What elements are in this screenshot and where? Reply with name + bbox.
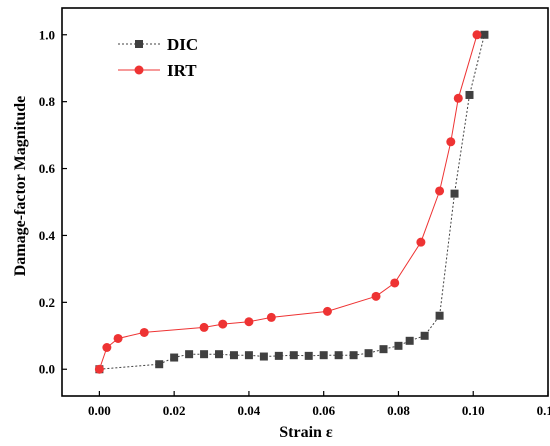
data-point xyxy=(170,353,179,362)
data-point xyxy=(349,351,358,360)
data-point xyxy=(185,350,194,359)
x-tick-label: 0.02 xyxy=(163,403,186,418)
data-point xyxy=(480,30,489,39)
series-dic xyxy=(95,30,489,374)
data-point xyxy=(450,189,459,198)
x-tick-label: 0.00 xyxy=(88,403,111,418)
series-irt xyxy=(94,30,482,374)
data-point xyxy=(200,350,209,359)
data-point xyxy=(322,306,332,316)
data-point xyxy=(453,93,463,103)
data-point xyxy=(244,351,253,360)
data-point xyxy=(379,345,388,354)
data-point xyxy=(390,278,400,288)
series-line-dic xyxy=(99,34,485,370)
y-tick-label: 0.6 xyxy=(39,161,56,176)
data-point xyxy=(416,237,426,247)
data-point xyxy=(465,90,474,99)
data-point xyxy=(405,336,414,345)
data-point xyxy=(199,322,209,332)
data-point xyxy=(113,333,123,343)
data-point xyxy=(319,351,328,360)
data-point xyxy=(371,291,381,301)
y-tick-label: 1.0 xyxy=(39,27,55,42)
axes xyxy=(61,7,549,397)
legend-item-dic: DIC xyxy=(118,35,198,54)
data-point xyxy=(435,311,444,320)
data-point xyxy=(218,319,228,329)
data-point xyxy=(94,364,104,374)
data-point xyxy=(472,30,482,40)
data-point xyxy=(364,349,373,358)
series-layer xyxy=(94,30,489,374)
legend: DIC IRT xyxy=(118,35,198,80)
legend-label: DIC xyxy=(167,35,198,54)
y-tick-label: 0.4 xyxy=(39,228,56,243)
legend-marker xyxy=(134,65,144,75)
data-point xyxy=(155,360,164,369)
data-point xyxy=(266,312,276,322)
data-point xyxy=(435,186,445,196)
data-point xyxy=(420,331,429,340)
x-tick-label: 0.10 xyxy=(462,403,485,418)
y-tick-label: 0.0 xyxy=(39,362,55,377)
x-axis-title: Strain ε xyxy=(279,424,333,441)
data-point xyxy=(274,351,283,360)
data-point xyxy=(259,352,268,361)
data-point xyxy=(229,351,238,360)
x-tick-label: 0.06 xyxy=(312,403,335,418)
data-point xyxy=(446,137,456,147)
data-point xyxy=(334,351,343,360)
data-point xyxy=(289,351,298,360)
data-point xyxy=(394,341,403,350)
y-tick-label: 0.8 xyxy=(39,94,56,109)
x-tick-label: 0.08 xyxy=(387,403,410,418)
data-point xyxy=(139,327,149,337)
series-line-irt xyxy=(98,34,478,370)
data-point xyxy=(215,350,224,359)
legend-label: IRT xyxy=(167,61,197,80)
data-point xyxy=(102,343,112,352)
ticks: 0.00 0.02 0.04 0.06 0.08 0.10 0.12 0.0 0.2 0.4 0.6… xyxy=(39,27,550,418)
data-point xyxy=(244,317,254,327)
plot-frame xyxy=(61,7,549,397)
x-tick-label: 0.12 xyxy=(537,403,550,418)
legend-marker xyxy=(135,40,143,48)
y-tick-label: 0.2 xyxy=(39,295,55,310)
legend-item-irt: IRT xyxy=(118,61,197,80)
data-point xyxy=(304,351,313,360)
x-tick-label: 0.04 xyxy=(238,403,261,418)
y-axis-title: Damage-factor Magnitude xyxy=(12,96,29,277)
